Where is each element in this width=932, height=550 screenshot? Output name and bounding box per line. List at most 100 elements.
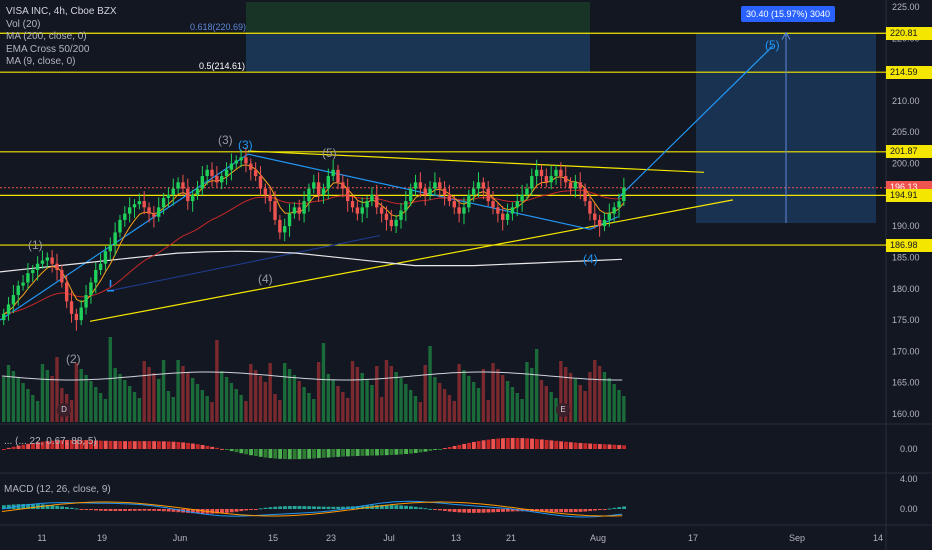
candle-body (152, 213, 156, 217)
volume-bar (186, 372, 190, 422)
price-tag-186-98: 186.98 (886, 238, 932, 252)
price-tick-label: 185.00 (892, 252, 920, 262)
candle-body (113, 232, 117, 245)
macd-histogram-bar (302, 506, 307, 509)
volume-bar (539, 380, 544, 422)
macd-histogram-bar (394, 505, 399, 509)
volume-bar (84, 375, 88, 422)
volume-bar (491, 363, 495, 422)
macd-histogram-bar (442, 509, 447, 511)
macd-histogram-bar (510, 509, 515, 512)
candle-body (345, 188, 350, 202)
legend-ema-cross[interactable]: EMA Cross 50/200 (6, 43, 90, 55)
candle-body (258, 176, 263, 189)
indicator1-bar (597, 444, 602, 449)
indicator1-label[interactable]: ... (... 22, 0.67, 88, 5) (4, 436, 97, 447)
candle-body (268, 194, 272, 202)
volume-bar (108, 337, 112, 422)
indicator1-bar (375, 449, 379, 456)
volume-bar (171, 397, 175, 422)
volume-bar (316, 362, 321, 422)
wave-label: (4) (583, 252, 598, 266)
legend-volume[interactable]: Vol (20) (6, 18, 41, 30)
candle-body (263, 188, 268, 195)
volume-bar (336, 386, 340, 422)
time-tick-label: 23 (326, 533, 336, 543)
volume-bar (11, 371, 16, 422)
wave-label: (5) (765, 38, 780, 52)
candle-body (215, 176, 219, 183)
indicator1-bar (433, 449, 438, 450)
macd-histogram-bar (462, 509, 467, 513)
volume-bar (166, 391, 171, 422)
macd-histogram-bar (123, 509, 127, 511)
candle-body (234, 160, 238, 164)
candle-body (612, 207, 616, 214)
wave-label: (3) (218, 133, 233, 147)
legend-ma200[interactable]: MA (200, close, 0) (6, 31, 87, 42)
macd-histogram-bar (375, 505, 379, 509)
macd-histogram-bar (74, 508, 79, 510)
macd-histogram-bar (127, 509, 132, 511)
volume-bar (588, 372, 592, 422)
volume-bar (220, 371, 224, 422)
candle-body (166, 194, 171, 198)
chart-legend: VISA INC, 4h, Cboe BZX Vol (20) MA (200,… (6, 6, 117, 69)
macd-histogram-bar (549, 509, 554, 512)
wave-label: (5) (322, 146, 337, 160)
volume-bar (568, 373, 573, 422)
macd-histogram-bar (200, 509, 205, 514)
volume-bar (200, 390, 205, 422)
macd-histogram-bar (534, 509, 539, 512)
volume-bar (534, 349, 539, 422)
candle-body (389, 219, 393, 227)
indicator1-bar (64, 439, 69, 449)
macd-histogram-bar (215, 509, 220, 514)
dividend-badge[interactable]: D (57, 403, 71, 417)
fib-zone-blue (246, 33, 590, 73)
volume-bar (326, 374, 331, 422)
indicator1-bar (166, 441, 171, 449)
macd-tick-label: 4.00 (900, 474, 918, 484)
candle-body (564, 176, 568, 183)
macd-histogram-bar (597, 509, 602, 510)
indicator1-bar (253, 449, 258, 457)
macd-label[interactable]: MACD (12, 26, close, 9) (4, 484, 111, 495)
candle-body (244, 157, 248, 164)
indicator1-bar (520, 438, 525, 449)
price-tick-label: 200.00 (892, 159, 920, 169)
candle-body (568, 182, 573, 189)
candle-body (98, 263, 103, 270)
candle-body (161, 197, 166, 208)
indicator1-bar (268, 449, 273, 459)
volume-bar (16, 377, 20, 422)
indicator1-bar (26, 443, 31, 449)
cross-marker (107, 279, 114, 292)
earnings-badge[interactable]: E (556, 403, 570, 417)
legend-ma9[interactable]: MA (9, close, 0) (6, 56, 76, 67)
indicator1-bar (389, 449, 394, 455)
macd-line (1, 500, 623, 518)
indicator1-bar (249, 449, 253, 456)
indicator1-bar (292, 449, 297, 460)
volume-bar (210, 402, 214, 422)
candle-body (326, 176, 331, 189)
indicator1-bar (176, 442, 181, 449)
macd-histogram-bar (496, 509, 501, 513)
volume-bar (176, 360, 180, 422)
indicator1-bar (428, 449, 433, 451)
macd-histogram-bar (84, 509, 89, 510)
macd-histogram-bar (89, 509, 94, 511)
macd-histogram-bar (593, 509, 597, 511)
price-tick-label: 175.00 (892, 315, 920, 325)
candle-body (190, 194, 195, 202)
candle-body (200, 176, 205, 189)
volume-bar (452, 401, 456, 422)
macd-histogram-bar (447, 509, 452, 512)
indicator1-bar (137, 441, 142, 449)
indicator1-bar (438, 449, 442, 450)
candle-body (593, 213, 597, 220)
candle-body (418, 182, 423, 189)
volume-bar (486, 400, 490, 422)
